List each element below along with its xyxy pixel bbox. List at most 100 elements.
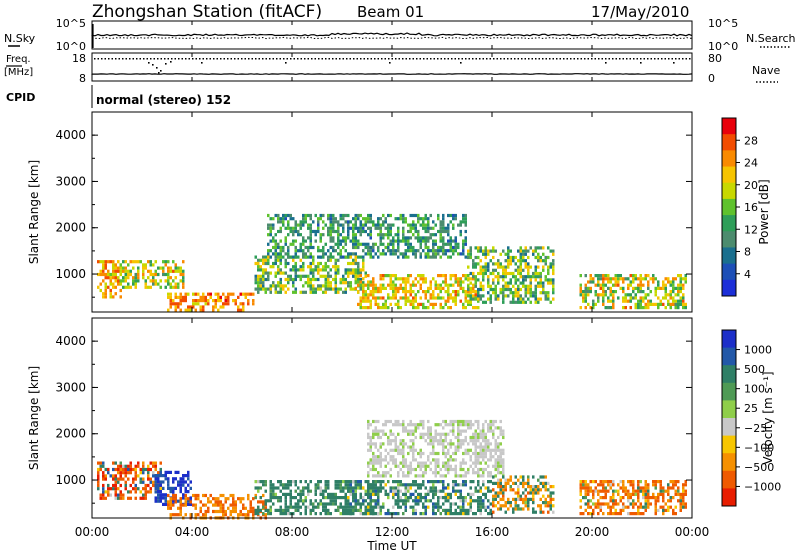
heatmap-cell	[359, 233, 362, 237]
heatmap-cell	[152, 483, 155, 488]
heatmap-cell	[407, 429, 410, 433]
heatmap-cell	[604, 306, 607, 310]
heatmap-cell	[312, 255, 315, 259]
heatmap-cell	[294, 483, 297, 487]
heatmap-cell	[472, 290, 475, 294]
heatmap-cell	[284, 284, 287, 288]
heatmap-cell	[312, 274, 315, 278]
heatmap-cell	[442, 502, 445, 506]
heatmap-cell	[494, 458, 497, 462]
heatmap-cell	[309, 271, 312, 275]
heatmap-cell	[609, 486, 612, 490]
heatmap-cell	[477, 461, 480, 465]
heatmap-cell	[214, 497, 217, 501]
heatmap-cell	[417, 220, 420, 224]
heatmap-cell	[532, 494, 535, 498]
heatmap-cell	[364, 252, 367, 256]
heatmap-cell	[507, 481, 510, 485]
heatmap-cell	[309, 229, 312, 234]
heatmap-cell	[117, 480, 120, 484]
heatmap-cell	[402, 502, 405, 506]
heatmap-cell	[394, 419, 397, 424]
heatmap-cell	[492, 488, 495, 492]
heatmap-cell	[469, 439, 472, 443]
heatmap-cell	[652, 280, 655, 284]
heatmap-cell	[254, 508, 257, 512]
heatmap-cell	[622, 502, 625, 506]
heatmap-cell	[672, 496, 675, 500]
heatmap-cell	[162, 496, 165, 500]
heatmap-cell	[347, 220, 350, 224]
heatmap-cell	[277, 499, 280, 503]
heatmap-cell	[369, 236, 372, 240]
heatmap-cell	[404, 474, 407, 478]
heatmap-cell	[147, 477, 150, 481]
heatmap-cell	[272, 239, 275, 243]
heatmap-cell	[402, 255, 405, 259]
heatmap-cell	[414, 458, 417, 462]
heatmap-cell	[477, 505, 480, 509]
heatmap-cell	[117, 266, 120, 270]
heatmap-cell	[252, 506, 255, 510]
heatmap-cell	[152, 279, 155, 283]
heatmap-cell	[344, 483, 347, 487]
heatmap-cell	[407, 496, 410, 500]
heatmap-cell	[504, 265, 507, 269]
heatmap-cell	[302, 486, 305, 490]
heatmap-cell	[504, 504, 507, 508]
heatmap-cell	[264, 499, 267, 503]
heatmap-cell	[114, 279, 117, 283]
heatmap-cell	[589, 280, 592, 284]
heatmap-cell	[497, 442, 500, 446]
heatmap-cell	[284, 508, 287, 512]
heatmap-cell	[652, 302, 655, 306]
heatmap-cell	[532, 485, 535, 489]
heatmap-cell	[369, 290, 372, 294]
heatmap-cell	[144, 483, 147, 488]
heatmap-cell	[547, 291, 550, 295]
heatmap-cell	[494, 426, 497, 430]
heatmap-cell	[449, 419, 452, 424]
heatmap-cell	[417, 423, 420, 427]
heatmap-cell	[192, 493, 195, 498]
heatmap-cell	[422, 451, 425, 456]
heatmap-cell	[434, 252, 437, 256]
heatmap-cell	[374, 458, 377, 462]
heatmap-cell	[639, 280, 642, 284]
heatmap-cell	[424, 306, 427, 310]
heatmap-cell	[627, 489, 630, 493]
heatmap-cell	[394, 439, 397, 443]
heatmap-cell	[487, 512, 490, 516]
heatmap-cell	[342, 213, 345, 218]
heatmap-cell	[487, 429, 490, 433]
heatmap-cell	[477, 489, 480, 493]
heatmap-cell	[469, 505, 472, 509]
heatmap-cell	[404, 458, 407, 462]
heatmap-cell	[377, 286, 380, 290]
heatmap-cell	[454, 445, 457, 449]
heatmap-cell	[547, 255, 550, 260]
heatmap-cell	[464, 429, 467, 433]
nave-dot	[444, 58, 446, 60]
heatmap-cell	[454, 467, 457, 472]
heatmap-cell	[259, 284, 262, 288]
heatmap-cell	[467, 287, 470, 292]
nave-dot	[664, 58, 666, 60]
heatmap-cell	[537, 281, 540, 285]
heatmap-cell	[324, 277, 327, 282]
heatmap-cell	[679, 508, 682, 512]
heatmap-cell	[449, 442, 452, 446]
heatmap-cell	[447, 233, 450, 237]
heatmap-cell	[374, 283, 377, 287]
heatmap-cell	[144, 263, 147, 267]
heatmap-cell	[197, 292, 200, 296]
heatmap-cell	[249, 292, 252, 296]
heatmap-cell	[409, 445, 412, 449]
heatmap-cell	[234, 503, 237, 507]
heatmap-cell	[122, 477, 125, 481]
nave-dot	[409, 58, 411, 60]
heatmap-cell	[332, 502, 335, 506]
heatmap-cell	[152, 474, 155, 478]
heatmap-cell	[327, 213, 330, 218]
heatmap-cell	[354, 242, 357, 246]
